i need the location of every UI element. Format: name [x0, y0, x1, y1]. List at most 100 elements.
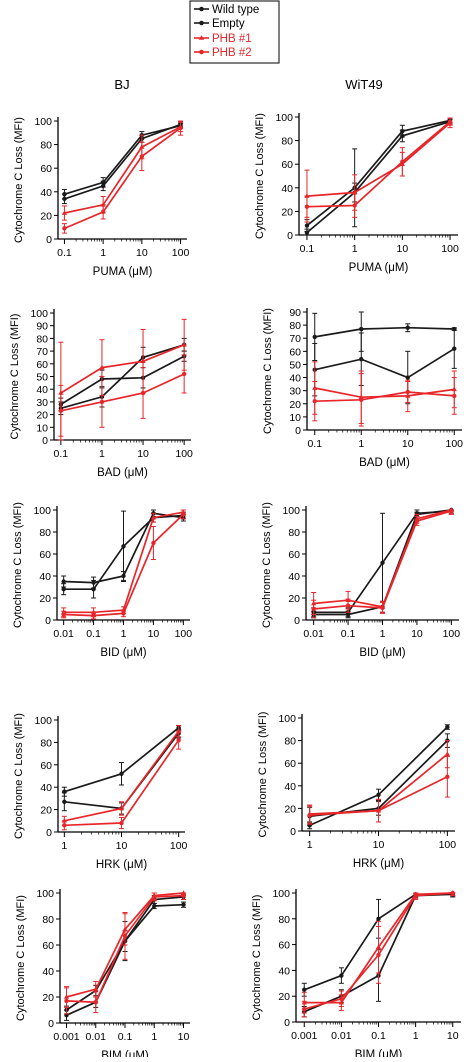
data-point [352, 203, 357, 208]
data-point [176, 737, 181, 743]
series-line [306, 121, 451, 208]
x-tick-label: 100 [445, 438, 463, 450]
y-axis-label: Cytochrome C Loss (MFI) [251, 895, 263, 1021]
y-tick-label: 100 [278, 713, 296, 725]
series [61, 730, 182, 831]
data-point [376, 808, 381, 813]
x-tick-label: 0.1 [54, 448, 69, 460]
y-tick-label: 70 [289, 333, 301, 345]
y-tick-label: 40 [39, 571, 51, 583]
data-point [359, 326, 364, 332]
series [58, 318, 187, 441]
series [58, 354, 187, 437]
data-point [312, 398, 317, 404]
x-tick-label: 1 [358, 438, 364, 450]
x-tick-label: 1 [100, 247, 106, 259]
y-tick-label: 20 [289, 399, 301, 411]
data-point [405, 375, 410, 380]
series [307, 755, 450, 825]
data-point [447, 119, 453, 124]
series [61, 509, 186, 620]
y-tick-label: 40 [284, 781, 296, 793]
y-tick-label: 20 [40, 210, 52, 222]
legend-label: PHB #2 [212, 47, 252, 59]
chart-panel: 0 20 40 60 80 100 0.001 0.01 0.1 1 10 BIM (μM) Cytoc… [15, 888, 190, 1062]
y-tick-label: 20 [278, 991, 290, 1003]
data-point [61, 587, 66, 592]
series [304, 117, 453, 232]
y-tick-label: 80 [40, 140, 52, 152]
data-point [352, 189, 358, 195]
x-tick-label: 1 [307, 839, 313, 851]
data-point [339, 996, 344, 1001]
x-axis-label: BID (μM) [359, 647, 405, 659]
series-line [60, 355, 185, 406]
x-tick-label: 0.1 [118, 1031, 133, 1043]
data-point [118, 805, 125, 811]
legend-item-empty: Empty [194, 18, 245, 30]
data-point [380, 605, 385, 611]
x-tick-label: 1 [151, 1031, 157, 1043]
y-tick-label: 90 [36, 321, 48, 333]
series [304, 117, 453, 218]
x-tick-label: 10 [411, 628, 423, 640]
legend-marker [199, 49, 204, 55]
x-axis-label: BAD (μM) [97, 467, 148, 479]
chart-panel: 0 20 40 60 80 100 1 10 100 HRK (μM) Cytochrome C L… [13, 713, 188, 871]
y-tick-label: 0 [46, 234, 52, 246]
series [64, 892, 186, 1015]
y-tick-label: 80 [39, 527, 51, 539]
y-tick-label: 60 [36, 359, 48, 371]
data-point [61, 210, 68, 215]
y-tick-label: 0 [45, 615, 51, 627]
legend-label: PHB #1 [212, 33, 252, 45]
x-tick-label: 0.01 [331, 1030, 352, 1042]
legend-marker [199, 20, 204, 26]
data-point [91, 613, 96, 618]
data-point [93, 986, 99, 991]
y-tick-label: 80 [288, 527, 300, 539]
x-tick-label: 100 [439, 839, 457, 851]
data-point [100, 183, 106, 189]
data-point [445, 774, 450, 779]
chart-panel: 0 20 40 60 80 100 0.01 0.1 1 10 100 BID (μM) Cytochr… [261, 502, 460, 659]
data-point [452, 393, 457, 399]
data-point [307, 812, 312, 818]
legend-marker [198, 35, 205, 40]
data-point [151, 540, 156, 546]
data-point [345, 603, 351, 608]
data-point [376, 916, 381, 921]
data-point [64, 998, 69, 1004]
x-tick-label: 1 [380, 628, 386, 640]
x-tick-label: 100 [175, 448, 193, 460]
data-point [139, 154, 145, 159]
y-tick-label: 100 [272, 888, 290, 900]
legend-marker [199, 6, 204, 12]
data-point [150, 514, 157, 520]
y-axis-label: Cytochrome C Loss (MFI) [261, 502, 273, 628]
y-tick-label: 30 [36, 397, 48, 409]
data-point [311, 606, 316, 612]
data-point [345, 612, 351, 617]
series [312, 311, 457, 362]
y-tick-label: 40 [42, 966, 54, 978]
x-tick-label: 10 [402, 438, 414, 450]
data-point [121, 544, 126, 549]
y-axis-label: Cytochrome C Loss (MFI) [13, 713, 25, 839]
y-tick-label: 40 [288, 571, 300, 583]
x-tick-label: 10 [116, 840, 128, 852]
y-tick-label: 60 [281, 159, 293, 171]
series-line [60, 373, 185, 412]
series-line [314, 391, 455, 403]
chart-panel: 0 20 40 60 80 100 0.001 0.01 0.1 1 10 BIM (μM) Cytoc… [251, 888, 461, 1061]
x-tick-label: 100 [175, 628, 193, 640]
data-point [376, 792, 381, 798]
data-point [400, 133, 405, 139]
y-tick-label: 100 [36, 888, 54, 900]
x-tick-label: 1 [413, 1030, 419, 1042]
y-tick-label: 100 [282, 505, 300, 517]
x-tick-label: 1 [99, 448, 105, 460]
data-point [449, 508, 454, 514]
